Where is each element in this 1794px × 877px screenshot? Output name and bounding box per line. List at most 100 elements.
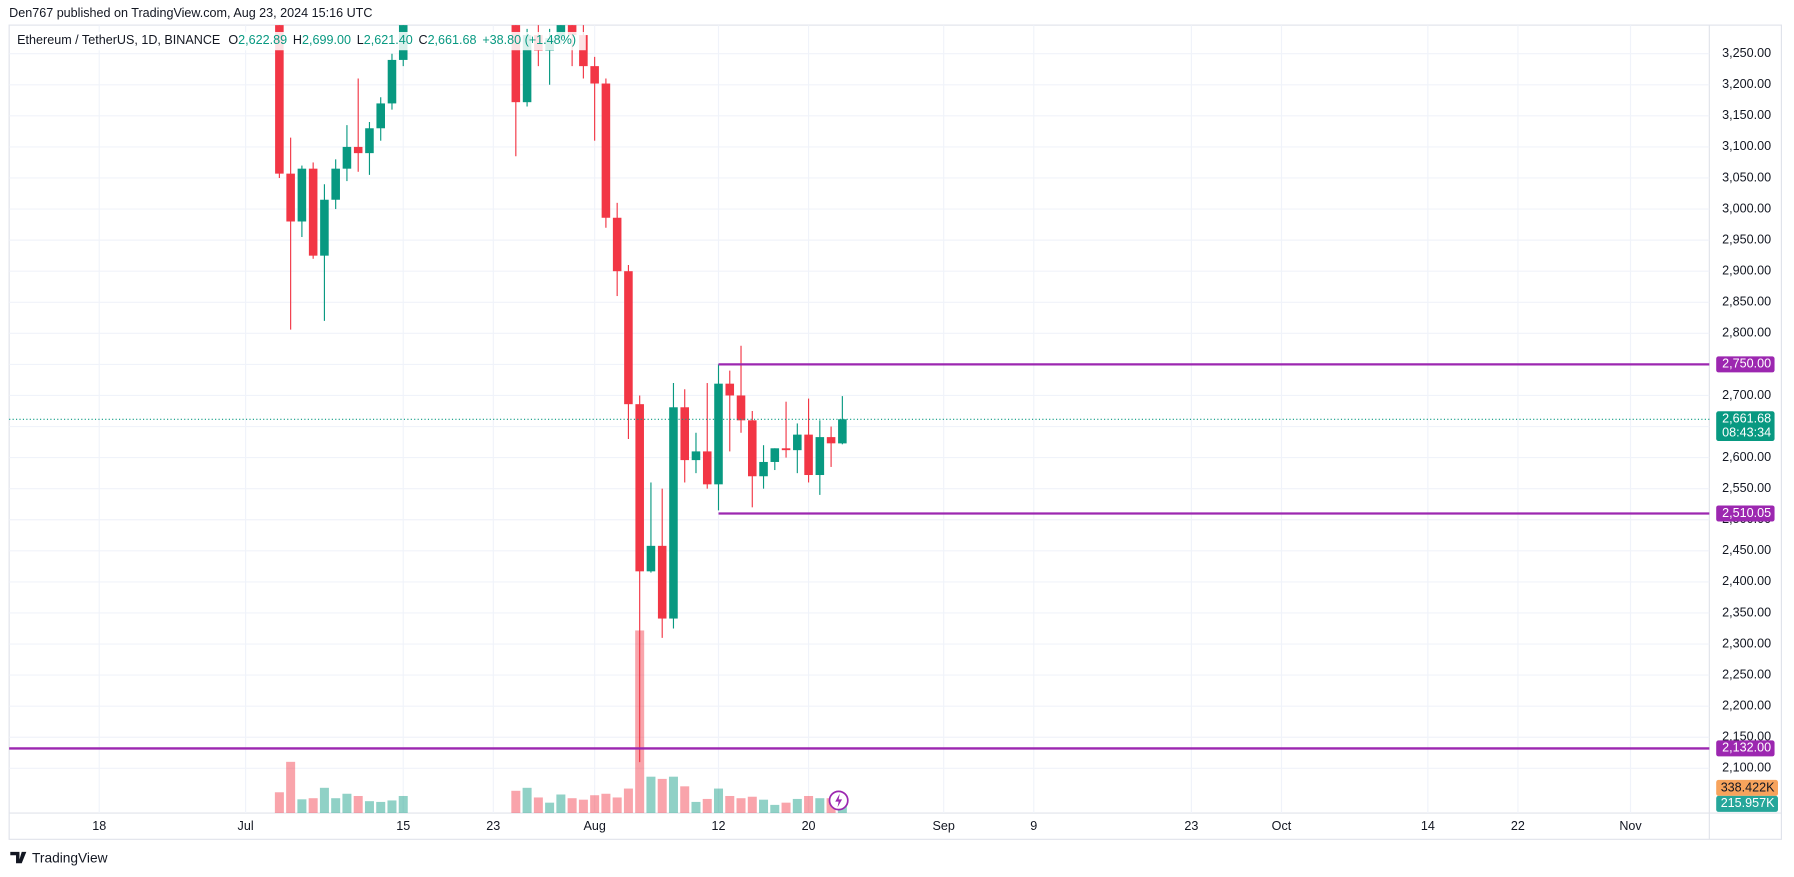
candle-body (601, 83, 611, 218)
h-label: H (293, 33, 302, 47)
legend-bg (13, 31, 586, 51)
volume-bar (353, 795, 363, 814)
candle-body (308, 168, 318, 256)
legend: Ethereum / TetherUS, 1D, BINANCE O2,622.… (17, 33, 576, 47)
candle-body (387, 59, 397, 104)
candle-body (286, 173, 295, 222)
level-label: 2,132.00 (1722, 741, 1771, 755)
candle-body (297, 168, 307, 222)
y-tick-label: 2,300.00 (1722, 636, 1771, 650)
candle-body (579, 35, 588, 67)
y-tick-label: 3,050.00 (1722, 170, 1771, 184)
candle-body (826, 437, 836, 444)
volume-bar (702, 798, 712, 814)
level-label: 2,510.05 (1722, 506, 1771, 520)
volume-bar (736, 798, 746, 814)
volume-bar (770, 804, 780, 814)
candle-body (815, 437, 825, 476)
volume-last-tag (1716, 795, 1778, 812)
candle-body (793, 434, 802, 451)
y-tick-label: 2,950.00 (1722, 232, 1771, 246)
x-tick-label: 18 (92, 819, 106, 833)
replay-icon (828, 790, 849, 811)
volume-bar (781, 802, 791, 814)
candle-body (612, 217, 622, 272)
candle-body (759, 461, 768, 477)
candle-body (353, 146, 363, 154)
candle-body (635, 404, 644, 572)
x-tick-label: 23 (1184, 819, 1198, 833)
y-tick-label: 2,900.00 (1722, 264, 1771, 278)
level-tag (1716, 356, 1775, 373)
candle-body (838, 419, 847, 444)
level-tag (1716, 505, 1775, 522)
y-tick-label: 2,250.00 (1722, 667, 1771, 681)
x-tick-label: 15 (396, 819, 410, 833)
volume-bar (567, 798, 577, 814)
o-label: O (228, 33, 238, 47)
y-tick-label: 2,700.00 (1722, 388, 1771, 402)
candle-body (781, 448, 791, 451)
candle-body (522, 35, 532, 103)
volume-ma-label: 338.422K (1721, 780, 1775, 794)
levels (9, 363, 1710, 750)
candle-body (691, 451, 701, 461)
x-tick-label: 22 (1511, 819, 1525, 833)
volume-bar (725, 795, 735, 814)
y-tick-label: 2,600.00 (1722, 450, 1771, 464)
volume-bar (545, 802, 555, 814)
candle-body (320, 199, 329, 256)
symbol: Ethereum / TetherUS, 1D, BINANCE (17, 33, 220, 47)
candle-body (275, 25, 284, 174)
y-tick-label: 2,450.00 (1722, 543, 1771, 557)
c-label: C (418, 33, 427, 47)
candle-body (702, 451, 712, 485)
y-tick-label: 3,100.00 (1722, 139, 1771, 153)
volume-bar (387, 800, 397, 814)
volume-bar (364, 801, 374, 814)
volume-bar (759, 799, 769, 814)
y-tick-label: 2,550.00 (1722, 481, 1771, 495)
candle-body (669, 407, 678, 619)
y-tick-label: 2,800.00 (1722, 326, 1771, 340)
volume-bar (398, 795, 408, 814)
candle-body (646, 545, 656, 572)
candle-body (680, 407, 690, 461)
volume-bar (556, 794, 566, 814)
candle-body (748, 420, 757, 477)
candle-body (511, 25, 521, 103)
volume-bar (601, 793, 611, 814)
volume-bar (792, 798, 802, 814)
volume-bar (815, 798, 825, 814)
volume-bar (668, 776, 678, 814)
x-tick-label: 14 (1421, 819, 1435, 833)
candle-body (567, 25, 577, 36)
candle-body (736, 395, 746, 421)
y-tick-label: 2,850.00 (1722, 295, 1771, 309)
candle-body (376, 103, 385, 129)
countdown: 08:43:34 (1722, 425, 1771, 439)
volume-bar (657, 778, 667, 814)
volume-bar (747, 796, 757, 814)
brand: TradingView (32, 850, 108, 865)
y-tick-label: 3,250.00 (1722, 46, 1771, 60)
x-tick-label: Jul (238, 819, 254, 833)
level-label: 2,750.00 (1722, 357, 1771, 371)
candle-body (725, 383, 735, 396)
volume-bar (297, 799, 307, 814)
volume-bar (342, 793, 352, 814)
volume-bar (646, 776, 656, 814)
y-tick-label: 3,200.00 (1722, 77, 1771, 91)
volume-bar (376, 801, 386, 814)
y-tick-label: 2,200.00 (1722, 699, 1771, 713)
candle-body (556, 25, 566, 39)
byline: Den767 published on TradingView.com, Aug… (9, 6, 372, 20)
volume-bar (590, 795, 600, 814)
candle-body (657, 545, 667, 619)
volume-bar (623, 788, 633, 814)
y-tick-label: 2,350.00 (1722, 605, 1771, 619)
x-tick-label: 9 (1030, 819, 1037, 833)
l-label: L (357, 33, 364, 47)
